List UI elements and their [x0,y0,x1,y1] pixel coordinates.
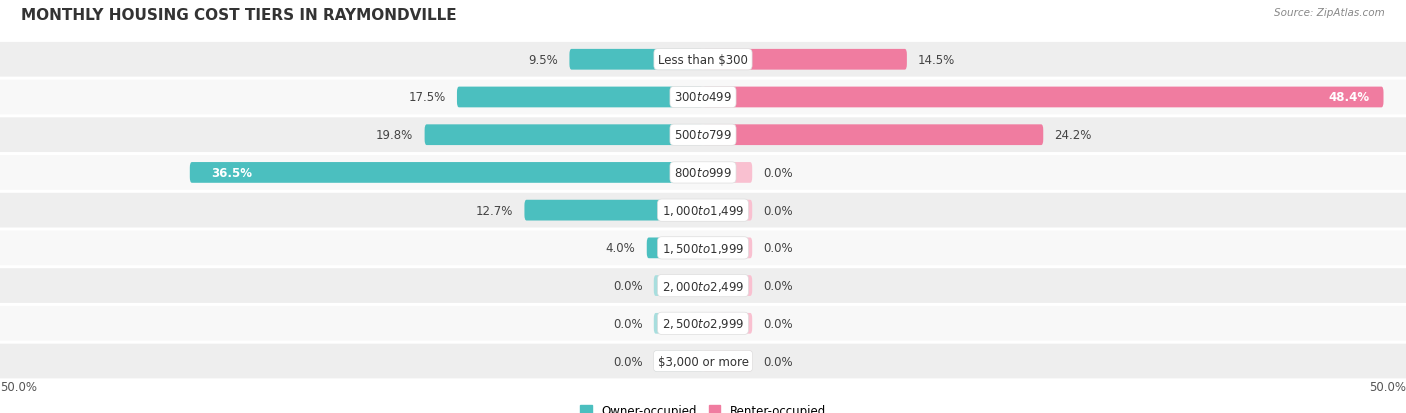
Text: Less than $300: Less than $300 [658,54,748,66]
FancyBboxPatch shape [703,313,752,334]
Text: $2,500 to $2,999: $2,500 to $2,999 [662,316,744,330]
FancyBboxPatch shape [654,313,703,334]
FancyBboxPatch shape [703,50,907,71]
Text: 17.5%: 17.5% [409,91,446,104]
Text: $3,000 or more: $3,000 or more [658,355,748,368]
Text: 19.8%: 19.8% [377,129,413,142]
FancyBboxPatch shape [524,200,703,221]
Text: 0.0%: 0.0% [613,280,643,292]
Text: Source: ZipAtlas.com: Source: ZipAtlas.com [1274,8,1385,18]
Text: $2,000 to $2,499: $2,000 to $2,499 [662,279,744,293]
Text: MONTHLY HOUSING COST TIERS IN RAYMONDVILLE: MONTHLY HOUSING COST TIERS IN RAYMONDVIL… [21,8,457,23]
FancyBboxPatch shape [569,50,703,71]
Text: $1,500 to $1,999: $1,500 to $1,999 [662,241,744,255]
Text: 12.7%: 12.7% [475,204,513,217]
FancyBboxPatch shape [0,344,1406,378]
FancyBboxPatch shape [654,275,703,296]
FancyBboxPatch shape [0,118,1406,153]
FancyBboxPatch shape [703,88,1384,108]
Text: 9.5%: 9.5% [529,54,558,66]
Text: 0.0%: 0.0% [763,242,793,255]
Text: 0.0%: 0.0% [763,166,793,180]
FancyBboxPatch shape [703,200,752,221]
FancyBboxPatch shape [425,125,703,146]
FancyBboxPatch shape [703,125,1043,146]
Text: 0.0%: 0.0% [613,317,643,330]
FancyBboxPatch shape [0,156,1406,190]
FancyBboxPatch shape [190,163,703,183]
Text: $500 to $799: $500 to $799 [673,129,733,142]
Text: 50.0%: 50.0% [1369,380,1406,393]
Text: 14.5%: 14.5% [918,54,955,66]
FancyBboxPatch shape [703,163,752,183]
FancyBboxPatch shape [0,268,1406,303]
FancyBboxPatch shape [703,238,752,259]
Text: $800 to $999: $800 to $999 [673,166,733,180]
Text: 0.0%: 0.0% [763,204,793,217]
FancyBboxPatch shape [457,88,703,108]
FancyBboxPatch shape [0,231,1406,266]
FancyBboxPatch shape [0,81,1406,115]
FancyBboxPatch shape [703,275,752,296]
Text: 36.5%: 36.5% [211,166,252,180]
FancyBboxPatch shape [647,238,703,259]
FancyBboxPatch shape [0,43,1406,77]
Legend: Owner-occupied, Renter-occupied: Owner-occupied, Renter-occupied [575,399,831,413]
Text: 24.2%: 24.2% [1054,129,1092,142]
Text: $300 to $499: $300 to $499 [673,91,733,104]
Text: 0.0%: 0.0% [763,355,793,368]
Text: $1,000 to $1,499: $1,000 to $1,499 [662,204,744,218]
FancyBboxPatch shape [0,306,1406,341]
FancyBboxPatch shape [0,193,1406,228]
Text: 4.0%: 4.0% [606,242,636,255]
Text: 48.4%: 48.4% [1329,91,1369,104]
FancyBboxPatch shape [703,351,752,372]
Text: 0.0%: 0.0% [763,280,793,292]
Text: 50.0%: 50.0% [0,380,37,393]
Text: 0.0%: 0.0% [763,317,793,330]
Text: 0.0%: 0.0% [613,355,643,368]
FancyBboxPatch shape [654,351,703,372]
